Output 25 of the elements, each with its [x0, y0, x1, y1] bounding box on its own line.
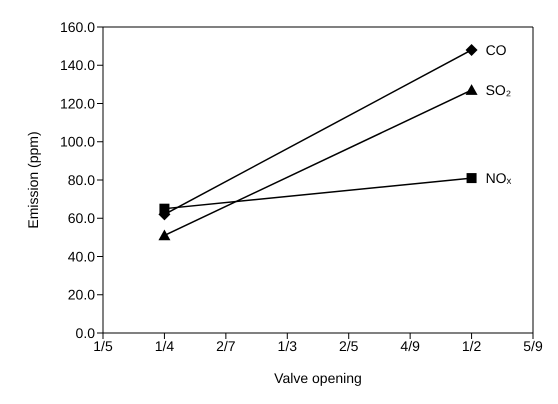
x-tick-label: 1/4: [154, 338, 174, 354]
x-tick-label: 5/9: [523, 338, 543, 354]
x-tick-label: 2/5: [338, 338, 359, 354]
series-label: NOₓ: [486, 170, 512, 186]
point: [466, 44, 478, 56]
x-tick-label: 1/5: [93, 338, 113, 354]
y-tick-label: 140.0: [60, 57, 96, 74]
x-tick-label: 1/2: [462, 338, 482, 354]
y-tick-label: 160.0: [60, 18, 96, 35]
y-tick-label: 100.0: [60, 134, 96, 150]
y-tick-label: 80.0: [68, 172, 96, 188]
x-axis-title: Valve opening: [274, 370, 362, 386]
y-tick-label: 0.0: [76, 324, 96, 341]
series-label: SO₂: [486, 82, 512, 98]
y-tick-label: 120.0: [60, 95, 96, 112]
y-axis-title: Emission (ppm): [24, 131, 41, 229]
y-tick-label: 60.0: [68, 210, 96, 226]
x-tick-label: 4/9: [400, 338, 420, 354]
point: [159, 204, 170, 214]
series-label: CO: [486, 42, 507, 58]
x-tick-label: 1/3: [278, 338, 298, 354]
y-tick-label: 40.0: [68, 248, 96, 264]
y-tick-label: 20.0: [68, 286, 96, 303]
x-tick-label: 2/7: [216, 338, 236, 354]
point: [466, 173, 477, 184]
